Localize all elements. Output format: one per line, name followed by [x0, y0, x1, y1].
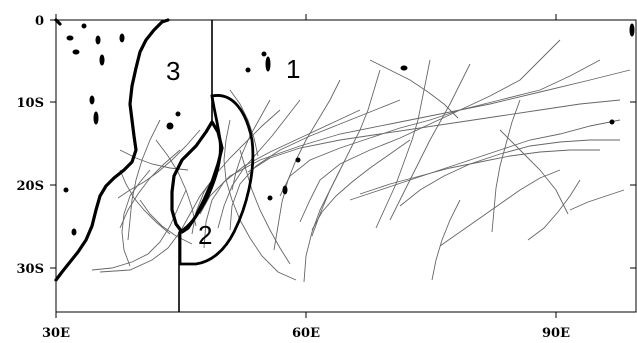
- cyclone-track: [311, 69, 381, 237]
- cyclone-track: [223, 119, 297, 281]
- cyclone-track: [399, 139, 620, 207]
- x-tick-label-60e: 60E: [292, 326, 320, 341]
- cyclone-track: [229, 99, 401, 231]
- cyclone-tracks: [91, 39, 631, 283]
- plot-frame: [55, 19, 637, 313]
- africa-coastline: [54, 18, 170, 282]
- cyclone-track: [229, 89, 259, 157]
- region-label-1: 1: [286, 54, 300, 84]
- cyclone-track: [527, 179, 581, 241]
- cyclone-track: [299, 39, 561, 223]
- x-tick-label-30e: 30E: [42, 326, 70, 341]
- cyclone-track: [127, 119, 161, 241]
- region-label-3: 3: [166, 56, 180, 86]
- cyclone-track: [311, 139, 411, 231]
- cyclone-track: [431, 199, 461, 281]
- cyclone-track: [155, 139, 197, 227]
- cyclone-track: [203, 109, 361, 249]
- islands: [63, 23, 635, 236]
- cyclone-track: [569, 189, 625, 211]
- y-tick-label-30s: 30S: [17, 262, 44, 277]
- cyclone-track: [139, 199, 193, 245]
- x-tick-label-90e: 90E: [542, 326, 570, 341]
- cyclone-track: [99, 179, 213, 273]
- cyclone-track: [369, 59, 459, 119]
- cyclone-track: [217, 99, 301, 229]
- y-tick-label-20s: 20S: [17, 179, 44, 194]
- cyclone-track: [91, 189, 187, 271]
- y-tick-label-0: 0: [35, 14, 44, 29]
- cyclone-track: [247, 99, 621, 173]
- cyclone-track: [191, 109, 281, 235]
- cyclone-track: [117, 129, 201, 199]
- cyclone-track: [239, 149, 291, 265]
- cyclone-track: [273, 79, 341, 251]
- region-label-2: 2: [198, 220, 212, 250]
- cyclone-track: [121, 169, 151, 267]
- cyclone-track: [499, 129, 569, 215]
- cyclone-track: [349, 119, 621, 201]
- cyclone-track: [231, 99, 271, 191]
- cyclone-track: [303, 169, 341, 283]
- cyclone-track: [119, 169, 171, 235]
- cyclone-track: [439, 169, 561, 247]
- cyclone-track: [375, 59, 431, 229]
- africa-coastline-north: [54, 18, 62, 26]
- region-2-outline: [178, 94, 255, 266]
- tick-marks: [50, 14, 636, 318]
- cyclone-track: [119, 149, 181, 229]
- cyclone-track: [491, 99, 521, 233]
- y-tick-label-10s: 10S: [17, 96, 44, 111]
- cyclone-track: [279, 59, 601, 197]
- cyclone-track: [389, 63, 471, 221]
- cyclone-track: [359, 149, 600, 195]
